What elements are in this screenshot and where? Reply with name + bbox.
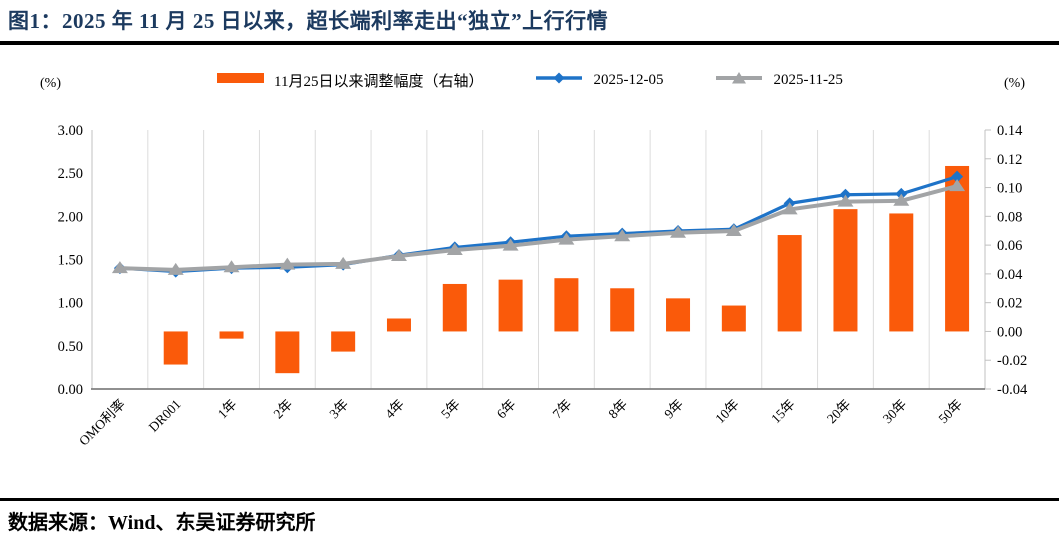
svg-text:2年: 2年 xyxy=(271,397,296,422)
chart-legend: 11月25日以来调整幅度（右轴） 2025-12-05 2025-11-25 xyxy=(0,70,1059,91)
svg-text:2.50: 2.50 xyxy=(58,166,83,182)
svg-text:50年: 50年 xyxy=(936,397,966,427)
svg-text:2.00: 2.00 xyxy=(58,209,83,225)
svg-text:0.00: 0.00 xyxy=(58,382,83,398)
svg-text:4年: 4年 xyxy=(382,397,407,422)
legend-label: 2025-11-25 xyxy=(773,72,843,88)
svg-text:0.50: 0.50 xyxy=(58,339,83,355)
svg-text:0.06: 0.06 xyxy=(997,238,1022,254)
svg-text:7年: 7年 xyxy=(550,397,575,422)
svg-text:15年: 15年 xyxy=(768,397,798,427)
svg-text:5年: 5年 xyxy=(438,397,463,422)
title-divider xyxy=(0,41,1059,45)
legend-item-adjustment: 11月25日以来调整幅度（右轴） xyxy=(216,70,484,91)
svg-text:20年: 20年 xyxy=(824,397,854,427)
svg-text:10年: 10年 xyxy=(712,397,742,427)
data-source: 数据来源：Wind、东吴证券研究所 xyxy=(8,512,316,534)
svg-text:0.00: 0.00 xyxy=(997,324,1022,340)
svg-text:-0.02: -0.02 xyxy=(997,353,1027,369)
line-diamond-icon xyxy=(535,71,586,90)
svg-text:0.10: 0.10 xyxy=(997,181,1022,197)
combo-chart-plot: 0.14 0.12 0.10 0.08 0.06 0.04 0.02 0.00 -0.02 -0.… xyxy=(58,123,1028,449)
svg-text:1.00: 1.00 xyxy=(58,296,83,312)
svg-text:0.08: 0.08 xyxy=(997,209,1022,225)
svg-text:8年: 8年 xyxy=(605,397,630,422)
svg-text:30年: 30年 xyxy=(880,397,910,427)
line-triangle-icon xyxy=(715,71,766,90)
source-divider xyxy=(0,498,1059,501)
svg-text:3.00: 3.00 xyxy=(58,123,83,139)
svg-text:0.14: 0.14 xyxy=(997,123,1023,139)
left-axis-unit: (%) xyxy=(40,76,61,91)
svg-text:DR001: DR001 xyxy=(146,397,184,435)
legend-item-2025-12-05: 2025-12-05 xyxy=(535,71,664,90)
svg-text:0.02: 0.02 xyxy=(997,296,1022,312)
legend-label: 11月25日以来调整幅度（右轴） xyxy=(274,74,484,90)
legend-item-2025-11-25: 2025-11-25 xyxy=(715,71,843,90)
svg-text:-0.04: -0.04 xyxy=(997,382,1028,398)
svg-text:OMO利率: OMO利率 xyxy=(75,396,128,449)
svg-text:3年: 3年 xyxy=(326,397,351,422)
svg-text:0.12: 0.12 xyxy=(997,152,1022,168)
svg-text:0.04: 0.04 xyxy=(997,267,1023,283)
svg-text:9年: 9年 xyxy=(661,397,686,422)
svg-text:1.50: 1.50 xyxy=(58,253,83,269)
bar-swatch-icon xyxy=(216,71,266,90)
right-axis-unit: (%) xyxy=(1004,76,1025,91)
legend-label: 2025-12-05 xyxy=(593,72,664,88)
svg-text:1年: 1年 xyxy=(215,397,240,422)
svg-text:6年: 6年 xyxy=(494,397,519,422)
figure-title: 图1：2025 年 11 月 25 日以来，超长端利率走出“独立”上行行情 xyxy=(8,9,609,33)
